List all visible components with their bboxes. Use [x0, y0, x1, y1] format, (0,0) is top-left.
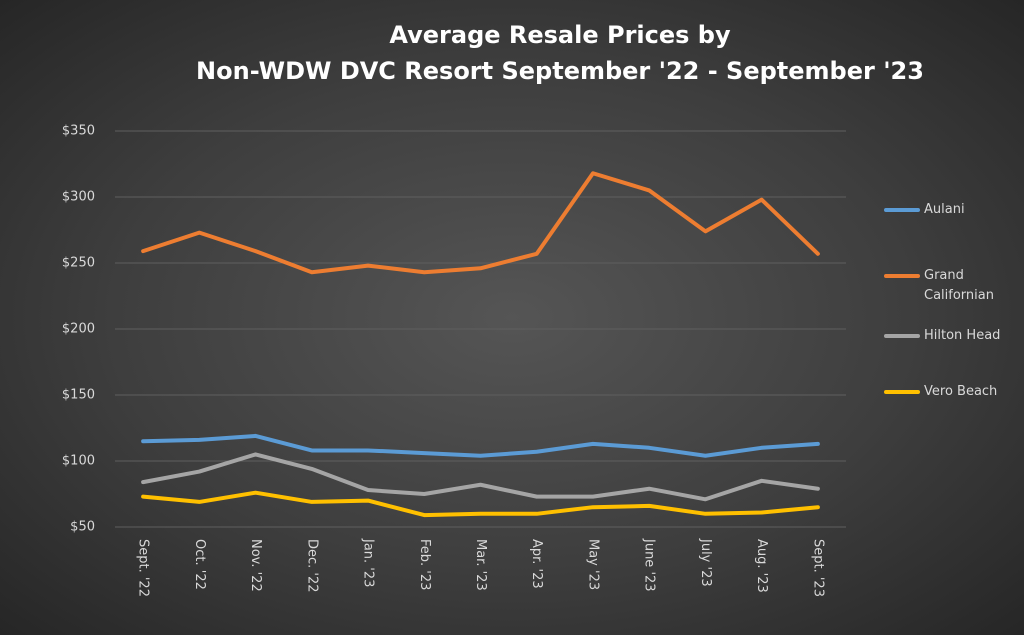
x-tick-label: Nov. '22	[248, 539, 263, 592]
x-tick-label: Aug. '23	[754, 539, 769, 593]
legend-label: Vero Beach	[924, 384, 998, 399]
x-tick-label: July '23	[698, 538, 713, 587]
y-tick-label: $350	[62, 124, 95, 139]
series-line	[141, 433, 820, 458]
legend-label: Grand Californian	[924, 268, 994, 303]
series-line	[141, 452, 820, 502]
legend-item: Grand Californian	[884, 266, 1014, 306]
x-tick-label: Oct. '22	[192, 539, 207, 590]
x-tick-label: Mar. '23	[473, 539, 488, 591]
y-tick-label: $150	[62, 388, 95, 403]
x-tick-label: Feb. '23	[417, 539, 432, 590]
y-tick-label: $50	[70, 520, 95, 535]
x-tick-label: Sept. '22	[136, 539, 151, 597]
series-line	[141, 171, 820, 275]
legend-item: Hilton Head	[884, 326, 1014, 346]
chart-title: Average Resale Prices by	[389, 21, 731, 49]
y-tick-label: $100	[62, 454, 95, 469]
x-tick-label: Apr. '23	[529, 539, 544, 589]
y-tick-label: $200	[62, 322, 95, 337]
y-tick-label: $300	[62, 190, 95, 205]
x-tick-label: Jan. '23	[361, 538, 376, 587]
y-tick-label: $250	[62, 256, 95, 271]
legend-swatch	[884, 334, 920, 338]
legend-item: Vero Beach	[884, 382, 1014, 402]
legend-swatch	[884, 390, 920, 394]
chart-title: Non-WDW DVC Resort September '22 - Septe…	[196, 57, 924, 85]
series-line	[141, 490, 820, 518]
legend-swatch	[884, 208, 920, 212]
legend-label: Aulani	[924, 202, 965, 217]
x-tick-label: Sept. '23	[810, 539, 825, 597]
x-tick-label: June '23	[642, 538, 657, 592]
legend-item: Aulani	[884, 200, 1014, 220]
legend-label: Hilton Head	[924, 328, 1001, 343]
legend-swatch	[884, 274, 920, 278]
x-tick-label: Dec. '22	[304, 539, 319, 593]
x-tick-label: May '23	[585, 539, 600, 590]
